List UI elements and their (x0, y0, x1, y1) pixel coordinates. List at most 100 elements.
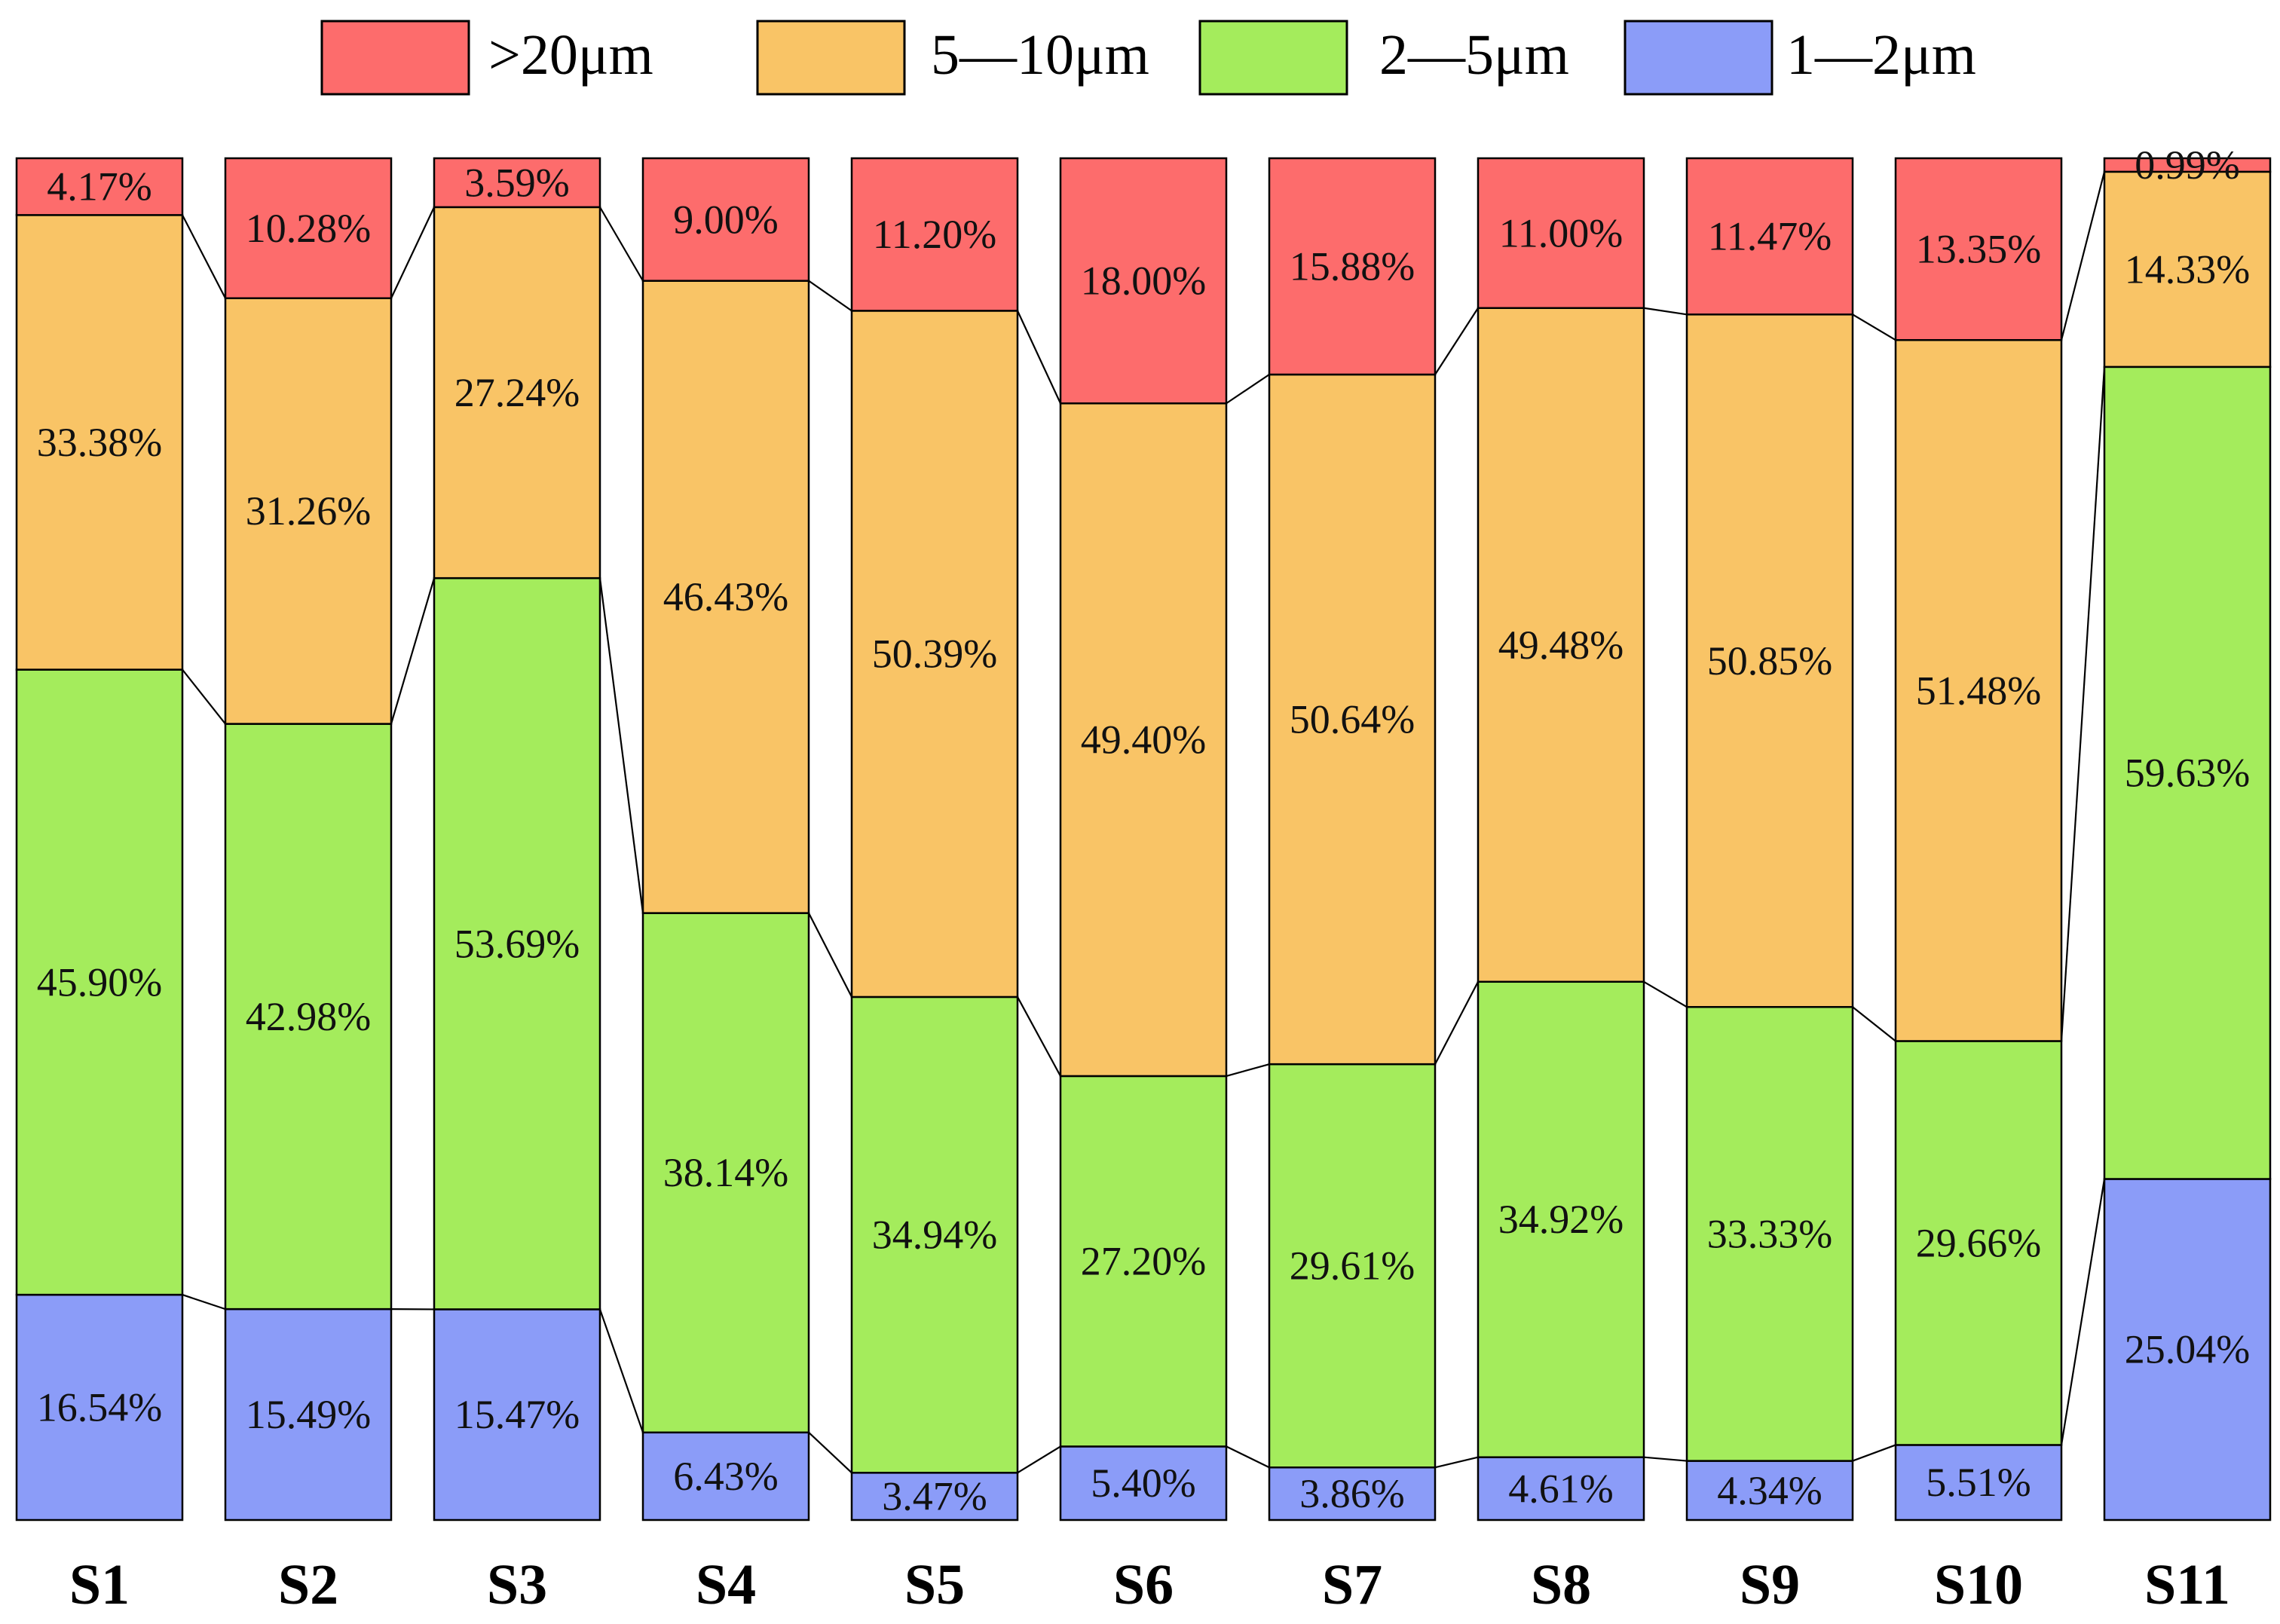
bar-s11-5-10-m (2103, 170, 2272, 369)
bar-s5-2-5-m (850, 996, 1019, 1474)
data-label-s6-2-5-m: 27.20% (1081, 1239, 1206, 1284)
connector-s2-s3 (390, 577, 436, 724)
data-label-s1-20-m: 4.17% (47, 164, 151, 209)
data-label-s7-2-5-m: 29.61% (1290, 1243, 1415, 1289)
bar-s1-2-5-m (15, 668, 184, 1296)
data-label-s5-1-2-m: 3.47% (882, 1474, 987, 1519)
connector-s8-s9 (1643, 980, 1688, 1008)
connector-s7-s8 (1434, 307, 1479, 375)
data-label-s11-20-m: 0.99% (2135, 142, 2239, 188)
x-tick-label-s10: S10 (1934, 1553, 2023, 1616)
bar-s5-20-m (850, 157, 1019, 312)
data-label-s7-20-m: 15.88% (1290, 243, 1415, 289)
bar-s3-20-m (433, 157, 601, 209)
bar-s7-20-m (1268, 157, 1437, 376)
connector-s9-s10 (1852, 1444, 1896, 1462)
bar-s2-2-5-m (224, 723, 393, 1311)
legend-label-5-10-m: 5—10μm (931, 23, 1149, 87)
data-label-s10-5-10-m: 51.48% (1916, 668, 2041, 713)
bar-s2-1-2-m (224, 1307, 393, 1522)
data-label-s6-5-10-m: 49.40% (1081, 717, 1206, 763)
data-label-s11-2-5-m: 59.63% (2125, 751, 2250, 796)
data-label-s8-2-5-m: 34.92% (1498, 1197, 1624, 1242)
x-tick-label-s5: S5 (904, 1553, 965, 1616)
data-label-s6-1-2-m: 5.40% (1091, 1460, 1195, 1506)
connector-s1-s2 (182, 668, 226, 725)
bar-s11-20-m (2103, 157, 2272, 173)
x-tick-label-s4: S4 (696, 1553, 756, 1616)
connector-s8-s9 (1643, 307, 1688, 316)
bar-s3-2-5-m (433, 577, 601, 1311)
connector-s3-s4 (599, 206, 644, 282)
data-label-s1-1-2-m: 16.54% (37, 1385, 162, 1430)
data-label-s1-2-5-m: 45.90% (37, 959, 162, 1005)
data-label-s5-5-10-m: 50.39% (872, 632, 997, 677)
x-axis-tick-labels: S1 S2 S3 S4 S5 S6 S7 S8 S9 S10 S11 (69, 1553, 2230, 1616)
data-label-s5-20-m: 11.20% (873, 212, 996, 257)
legend-swatch-20-m (320, 20, 470, 96)
bar-s10-5-10-m (1894, 338, 2063, 1042)
connector-s6-s7 (1226, 1063, 1270, 1077)
data-label-s7-5-10-m: 50.64% (1290, 697, 1415, 742)
legend: >20μm 5—10μm 2—5μm 1—2μm (320, 20, 1976, 96)
bar-s4-2-5-m (641, 912, 810, 1434)
connector-s4-s5 (808, 913, 852, 998)
bar-s5-5-10-m (850, 310, 1019, 999)
connector-s1-s2 (182, 214, 226, 299)
data-label-s8-20-m: 11.00% (1499, 210, 1623, 255)
x-tick-label-s8: S8 (1531, 1553, 1591, 1616)
connector-lines (182, 171, 2106, 1474)
bar-s6-1-2-m (1059, 1445, 1228, 1522)
bar-s6-20-m (1059, 157, 1228, 405)
bar-s7-5-10-m (1268, 373, 1437, 1066)
bar-s8-20-m (1477, 157, 1645, 310)
connector-s5-s6 (1017, 310, 1061, 404)
bar-s1-1-2-m (15, 1293, 184, 1522)
data-label-s2-2-5-m: 42.98% (246, 994, 371, 1039)
data-label-s9-2-5-m: 33.33% (1707, 1211, 1832, 1256)
data-label-s10-2-5-m: 29.66% (1916, 1220, 2041, 1265)
data-label-s9-20-m: 11.47% (1708, 214, 1832, 259)
x-tick-label-s3: S3 (487, 1553, 547, 1616)
x-tick-label-s11: S11 (2144, 1553, 2230, 1616)
connector-s10-s11 (2060, 366, 2106, 1041)
x-tick-label-s1: S1 (69, 1553, 130, 1616)
connector-s7-s8 (1434, 1456, 1479, 1469)
connector-s8-s9 (1643, 1456, 1688, 1462)
data-label-s2-1-2-m: 15.49% (246, 1392, 371, 1437)
data-label-s4-1-2-m: 6.43% (673, 1454, 778, 1499)
connector-s3-s4 (598, 578, 644, 913)
data-label-s8-5-10-m: 49.48% (1498, 622, 1624, 668)
data-label-s10-20-m: 13.35% (1916, 227, 2041, 272)
bar-s8-1-2-m (1477, 1456, 1645, 1522)
x-tick-label-s7: S7 (1322, 1553, 1382, 1616)
bar-s6-2-5-m (1059, 1075, 1228, 1448)
connector-s5-s6 (1017, 996, 1061, 1077)
x-tick-label-s2: S2 (278, 1553, 338, 1616)
connector-s10-s11 (2060, 1179, 2106, 1445)
bar-s9-5-10-m (1685, 313, 1854, 1008)
data-label-s4-5-10-m: 46.43% (663, 574, 788, 619)
bar-s4-20-m (641, 157, 810, 282)
bar-s10-20-m (1894, 157, 2063, 341)
data-label-s3-20-m: 3.59% (464, 160, 569, 205)
data-label-s1-5-10-m: 33.38% (37, 420, 162, 465)
data-label-s4-2-5-m: 38.14% (663, 1150, 788, 1195)
connector-s10-s11 (2060, 171, 2106, 341)
data-label-s11-1-2-m: 25.04% (2125, 1327, 2250, 1372)
connector-s1-s2 (182, 1294, 226, 1311)
connector-s9-s10 (1852, 1006, 1896, 1042)
data-label-s9-5-10-m: 50.85% (1707, 638, 1832, 684)
data-labels: 16.54% 45.90% 33.38% 4.17% 15.49% 42.98% 31.26… (37, 142, 2250, 1519)
connector-s4-s5 (808, 280, 852, 312)
data-label-s10-1-2-m: 5.51% (1926, 1460, 2031, 1505)
data-label-s4-20-m: 9.00% (673, 197, 778, 242)
data-label-s11-5-10-m: 14.33% (2125, 246, 2250, 292)
data-label-s5-2-5-m: 34.94% (872, 1213, 997, 1258)
bar-s2-5-10-m (224, 297, 393, 725)
bar-s10-2-5-m (1894, 1040, 2063, 1446)
data-label-s3-5-10-m: 27.24% (454, 370, 580, 415)
bar-s8-5-10-m (1477, 307, 1645, 983)
bar-s8-2-5-m (1477, 980, 1645, 1458)
